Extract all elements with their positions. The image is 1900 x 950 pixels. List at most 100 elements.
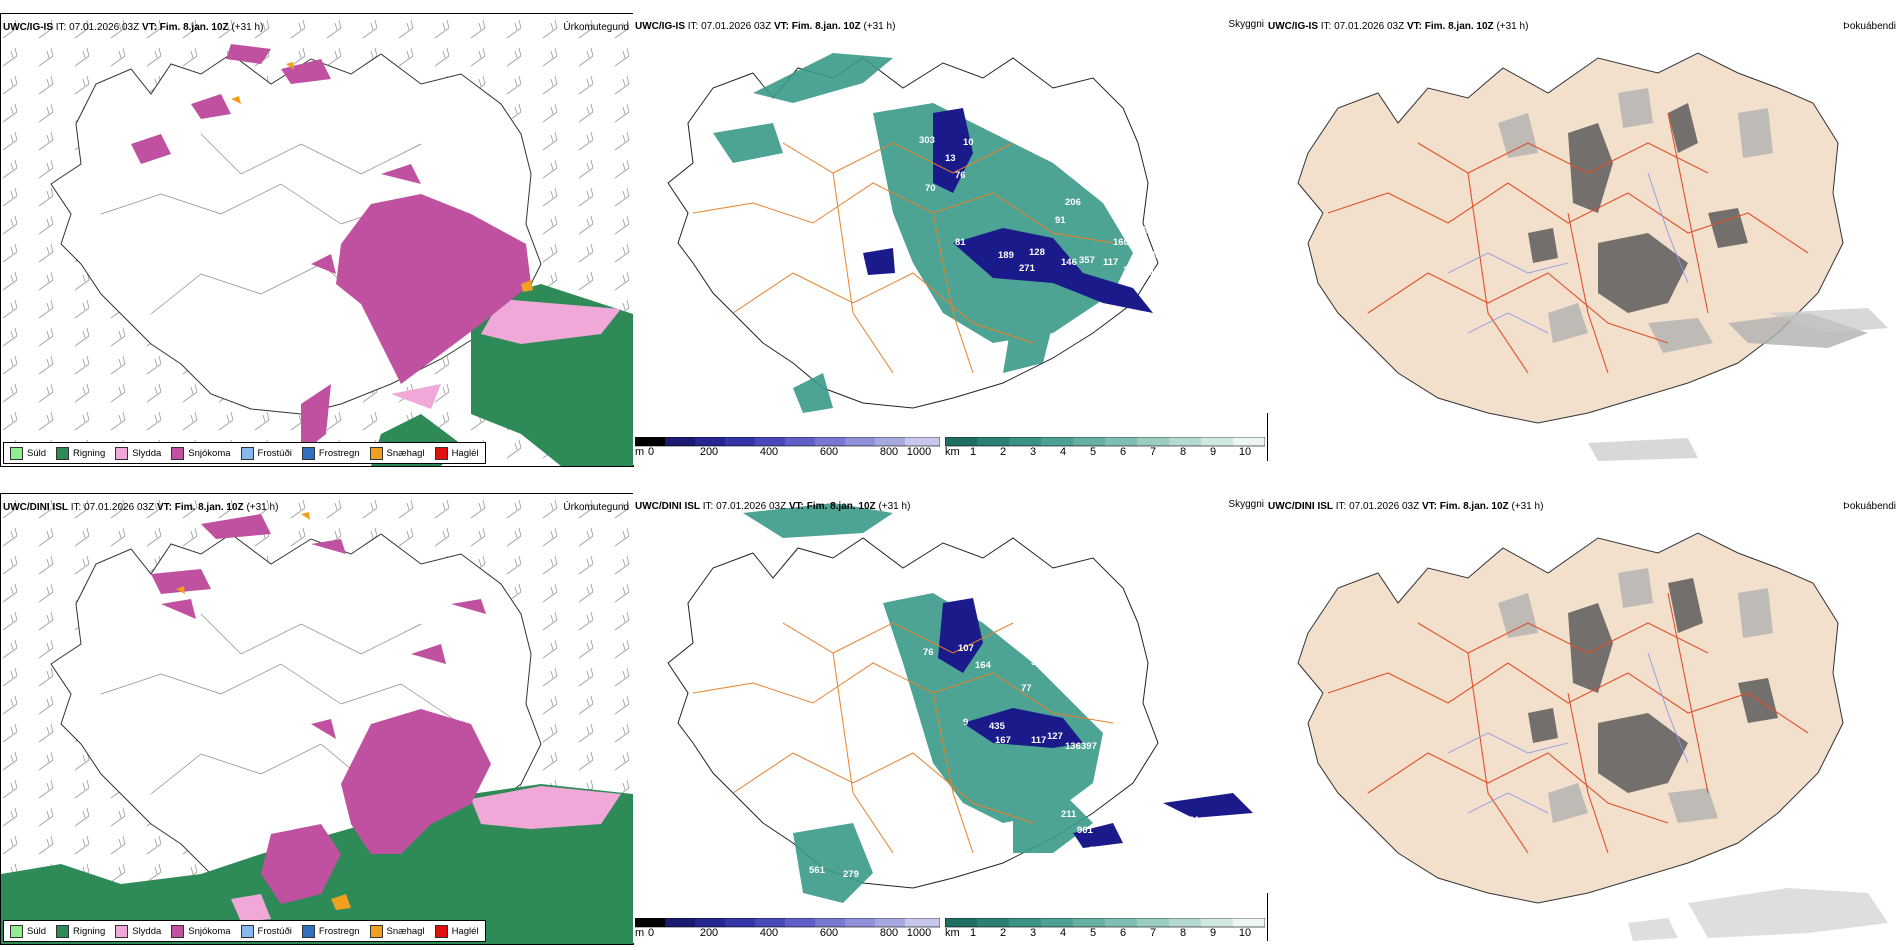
height-unit: m	[635, 446, 645, 458]
it-label: IT:	[1335, 501, 1347, 512]
legend-swatch	[171, 924, 185, 938]
vis-label: 336	[721, 117, 737, 128]
height-tick: 1000	[906, 446, 932, 458]
visibility-tick: 8	[1179, 446, 1187, 458]
legend-swatch	[434, 924, 448, 938]
vis-label: 164	[975, 660, 992, 671]
legend-label: Slydda	[132, 447, 162, 459]
legend-label: Haglél	[451, 925, 479, 937]
legend-label: Snæhagl	[386, 447, 425, 459]
vis-label: 146	[1061, 257, 1077, 268]
vt-value: Fim. 8.jan. 10Z	[159, 22, 229, 33]
height-tick: 200	[699, 446, 719, 458]
precip-title-row2: Úrkomutegund	[563, 502, 629, 513]
legend-swatch	[56, 924, 70, 938]
vis-label: 397	[1081, 741, 1097, 752]
legend-swatch	[369, 924, 383, 938]
height-tick: 400	[759, 927, 779, 939]
legend-item: Snæhagl	[369, 446, 425, 460]
sleet-area	[391, 299, 621, 409]
visibility-labels-row2: 76 107 164 33 77 9 435 167 117 127 136 3…	[809, 643, 1200, 898]
vis-label: 160	[1113, 237, 1129, 248]
vis-label: 77	[1021, 683, 1032, 694]
vis-label: 76	[955, 170, 966, 181]
model-name: UWC/DINI ISL	[3, 502, 68, 513]
legend-item: Frostúði	[240, 924, 292, 938]
vis-label: 109	[1143, 267, 1159, 278]
vis-label: 57	[1101, 305, 1112, 316]
legend-swatch	[434, 446, 448, 460]
vis-label: 154	[1103, 741, 1120, 752]
vis-label: 13	[945, 153, 956, 164]
legend-swatch	[171, 446, 185, 460]
sleet-area	[231, 786, 621, 922]
it-value: 07.01.2026 03Z	[701, 21, 772, 32]
legend-label: Snjókoma	[188, 447, 231, 459]
vis-label: 76	[923, 647, 934, 658]
legend-swatch	[10, 924, 23, 938]
snow-area-main	[261, 709, 491, 904]
vt-label: VT:	[773, 21, 789, 32]
visibility-tick: 1	[969, 927, 977, 939]
vis-label: 98	[1238, 333, 1249, 344]
vis-label: 10	[963, 137, 974, 148]
legend-label: Frostúði	[257, 447, 292, 459]
visibility-tick: 3	[1029, 927, 1037, 939]
navy-visibility-area	[938, 598, 1253, 848]
fog-dark-areas	[1528, 103, 1748, 313]
visibility-tick: 5	[1089, 446, 1097, 458]
visibility-tick: 6	[1119, 446, 1127, 458]
teal-visibility-area	[713, 53, 1133, 413]
vis-label: 167	[995, 735, 1011, 746]
model-name: UWC/DINI ISL	[635, 501, 700, 512]
legend-swatch	[240, 924, 254, 938]
height-tick: 0	[647, 927, 655, 939]
height-tick: 400	[759, 446, 779, 458]
fog-header-row1: UWC/IG-IS IT: 07.01.2026 03Z VT: Fim. 8.…	[1268, 21, 1528, 32]
vis-label: 9	[963, 717, 968, 728]
vis-label: 357	[1079, 255, 1095, 266]
visibility-tick: 10	[1238, 446, 1252, 458]
vis-label: 90	[1193, 307, 1204, 318]
legend-label: Súld	[27, 447, 47, 459]
lead-time: (+31 h)	[863, 21, 896, 32]
visibility-panel-row2: 76 107 164 33 77 9 435 167 117 127 136 3…	[633, 493, 1268, 943]
vis-label: 279	[843, 869, 859, 880]
vis-label: 107	[958, 643, 974, 654]
legend-label: Frostregn	[318, 447, 360, 459]
visibility-title-row1: Skyggni	[1228, 19, 1264, 30]
visibility-unit: km	[945, 446, 960, 458]
iceland-land	[1297, 52, 1844, 424]
roads-layer	[692, 622, 1114, 854]
fog-offshore	[1588, 308, 1888, 461]
it-label: IT:	[687, 21, 699, 32]
legend-item: Rigning	[56, 446, 105, 460]
vis-label: 70	[1045, 125, 1056, 136]
model-name: UWC/IG-IS	[635, 21, 685, 32]
lead-time: (+31 h)	[878, 501, 911, 512]
visibility-unit: km	[945, 927, 960, 939]
precip-panel-row1: UWC/IG-IS IT: 07.01.2026 03Z VT: Fim. 8.…	[0, 13, 634, 467]
visibility-colorbar-row1: km 1 2 3 4 5 6 7 8 9 10	[945, 437, 1265, 461]
height-colorbar-gradient	[635, 437, 940, 447]
vis-label: 961	[1077, 825, 1094, 836]
vis-label: 206	[1065, 197, 1081, 208]
navy-visibility-area	[863, 108, 1153, 313]
vis-label: 33	[1031, 657, 1042, 668]
visibility-tick: 4	[1059, 927, 1067, 939]
legend-label: Haglél	[451, 447, 479, 459]
visibility-tick: 4	[1059, 446, 1067, 458]
fog-title-row2: Þokuábendi	[1843, 501, 1896, 512]
visibility-tick: 9	[1209, 446, 1217, 458]
legend-swatch	[240, 446, 254, 460]
it-value: 07.01.2026 03Z	[1334, 21, 1405, 32]
vis-label: 91	[1055, 215, 1066, 226]
vis-label: 923	[1143, 225, 1159, 236]
legend-swatch	[115, 924, 129, 938]
legend-swatch	[301, 924, 315, 938]
visibility-tick: 3	[1029, 446, 1037, 458]
visibility-tick: 2	[999, 446, 1007, 458]
precip-map-row2	[1, 494, 633, 944]
fog-title-row1: Þokuábendi	[1843, 21, 1896, 32]
precip-legend-row1: Súld Rigning Slydda Snjókoma Frostúði Fr…	[3, 442, 486, 464]
